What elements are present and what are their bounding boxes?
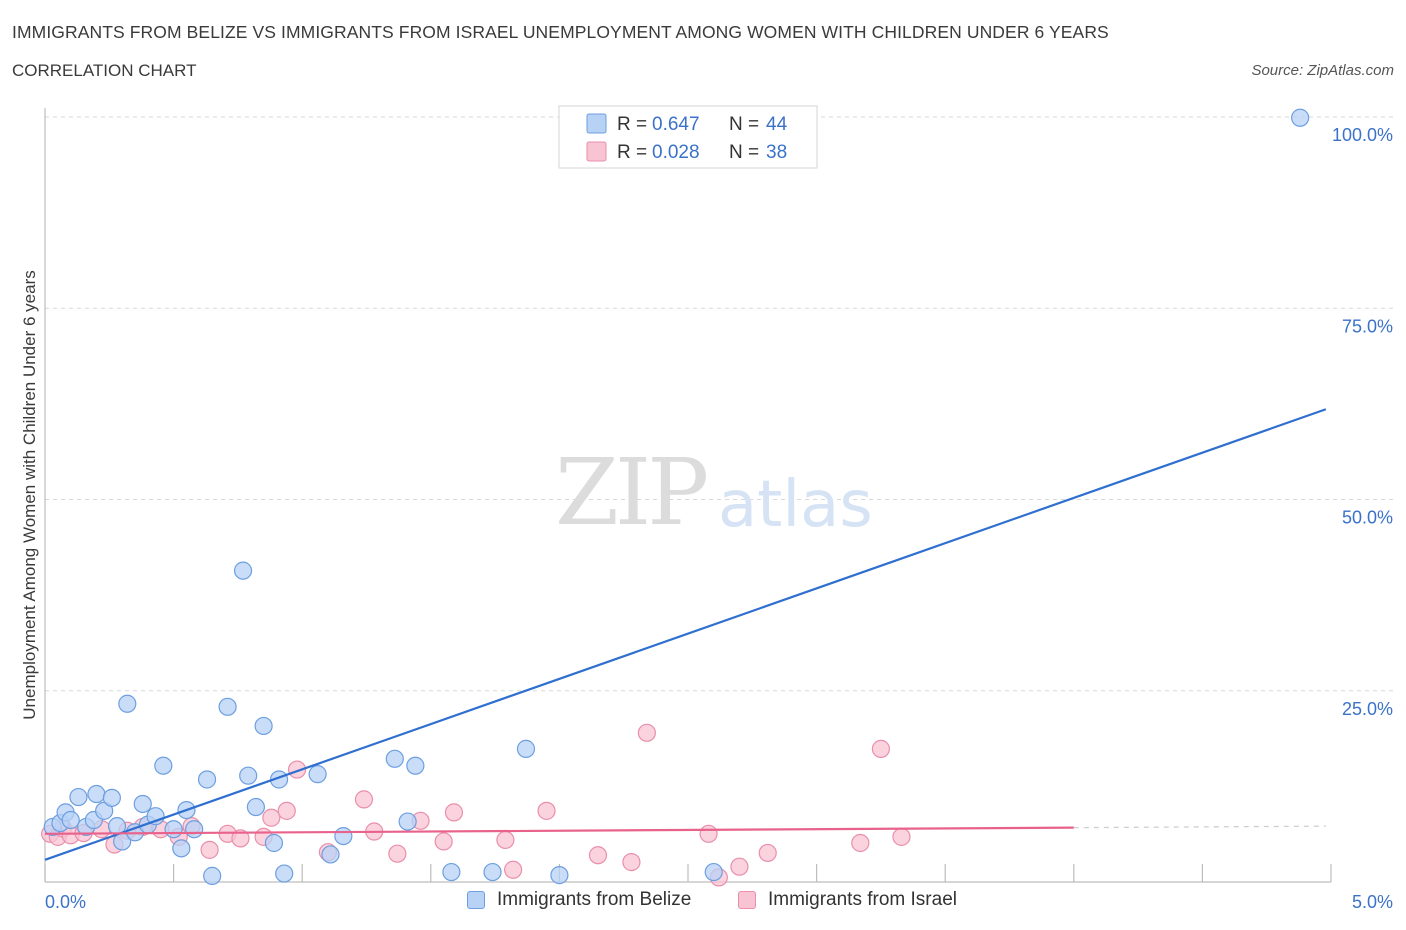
israel-point: [730, 857, 749, 876]
legend-item-israel[interactable]: Immigrants from Israel: [738, 889, 957, 911]
israel-point: [388, 844, 407, 863]
belize-point: [69, 787, 88, 807]
belize-point: [233, 561, 253, 580]
israel-point: [444, 803, 464, 822]
israel-point: [277, 801, 296, 820]
belize-trendline: [44, 408, 1327, 861]
belize-point: [87, 784, 106, 804]
legend-n-value-israel: 38: [766, 142, 787, 163]
belize-point: [442, 862, 461, 882]
israel-point: [231, 829, 250, 848]
belize-point: [704, 862, 723, 882]
legend-swatch-belize: [586, 113, 607, 134]
belize-point: [321, 845, 340, 864]
legend-item-belize[interactable]: Immigrants from Belize: [467, 889, 691, 911]
israel-point: [496, 830, 515, 850]
israel-point: [537, 801, 556, 820]
chart-subtitle: CORRELATION CHART: [12, 61, 197, 80]
israel-point: [354, 790, 374, 809]
belize-point: [1291, 108, 1310, 127]
belize-point: [185, 820, 204, 839]
belize-point: [239, 766, 258, 785]
israel-point: [200, 840, 219, 859]
belize-point: [385, 749, 404, 768]
israel-point: [504, 860, 523, 879]
israel-point: [871, 739, 891, 758]
belize-point: [308, 765, 327, 784]
belize-point: [133, 794, 152, 814]
belize-point: [275, 864, 294, 883]
legend-box: R = 0.647 N = 44 R = 0.028 N = 38: [558, 105, 818, 169]
belize-point: [516, 739, 536, 758]
watermark-zip: ZIP: [555, 439, 706, 546]
belize-point: [203, 866, 222, 885]
watermark-atlas: atlas: [718, 468, 873, 542]
israel-point: [434, 832, 453, 851]
y-tick-label: 100.0%: [1332, 125, 1393, 145]
israel-trendline-extension: [1073, 825, 1326, 829]
legend-n-label-israel: N =: [729, 142, 764, 163]
israel-point: [892, 827, 911, 846]
legend-label-israel: Immigrants from Israel: [768, 889, 957, 910]
watermark: ZIP atlas: [555, 439, 873, 546]
israel-point: [588, 846, 608, 865]
source-label: Source: ZipAtlas.com: [1251, 62, 1394, 79]
belize-point: [102, 788, 121, 807]
belize-point: [254, 716, 273, 736]
legend-swatch-israel-bottom: [738, 891, 756, 909]
israel-point: [637, 723, 656, 742]
israel-point: [262, 808, 281, 827]
legend-label-belize: Immigrants from Belize: [497, 889, 692, 910]
legend-n-label-belize: N =: [729, 114, 764, 135]
israel-trendline: [44, 826, 1074, 835]
israel-point: [622, 853, 641, 872]
belize-point: [334, 826, 353, 846]
x-tick-label-max: 5.0%: [1352, 892, 1393, 912]
belize-point: [264, 833, 284, 853]
x-tick-labels: 0.0% 5.0%: [45, 892, 1393, 912]
belize-point: [172, 839, 191, 858]
israel-point: [758, 843, 777, 863]
belize-point: [197, 770, 217, 789]
belize-point: [406, 756, 425, 775]
belize-point: [483, 862, 502, 882]
legend-r-value-belize: 0.647: [652, 114, 700, 135]
y-tick-labels: 100.0% 75.0% 50.0% 25.0%: [1332, 125, 1393, 719]
y-tick-label: 75.0%: [1342, 316, 1393, 336]
israel-point: [851, 833, 870, 853]
legend-swatch-belize-bottom: [467, 891, 485, 909]
legend-swatch-israel: [586, 141, 607, 162]
trendlines: [44, 408, 1327, 861]
axes: [44, 108, 1332, 883]
series-israel-points: [41, 723, 911, 887]
chart-title: IMMIGRANTS FROM BELIZE VS IMMIGRANTS FRO…: [12, 22, 1109, 42]
belize-point: [118, 694, 137, 713]
belize-point: [154, 756, 173, 775]
bottom-legend: Immigrants from Belize Immigrants from I…: [0, 889, 1406, 915]
belize-point: [398, 812, 417, 831]
belize-point: [246, 797, 266, 817]
legend-n-value-belize: 44: [766, 114, 788, 135]
belize-point: [61, 810, 80, 830]
belize-point: [218, 697, 237, 716]
gridlines: [45, 116, 1393, 692]
belize-point: [164, 820, 183, 839]
legend-r-label-belize: R =: [617, 114, 652, 135]
legend-r-label-israel: R =: [617, 142, 652, 163]
israel-point: [699, 824, 718, 843]
y-axis-label: Unemployment Among Women with Children U…: [20, 270, 39, 719]
y-tick-label: 25.0%: [1342, 699, 1393, 719]
x-tick-label-min: 0.0%: [45, 892, 86, 912]
legend-r-value-israel: 0.028: [652, 142, 700, 163]
y-tick-label: 50.0%: [1342, 508, 1393, 528]
belize-point: [550, 866, 569, 885]
